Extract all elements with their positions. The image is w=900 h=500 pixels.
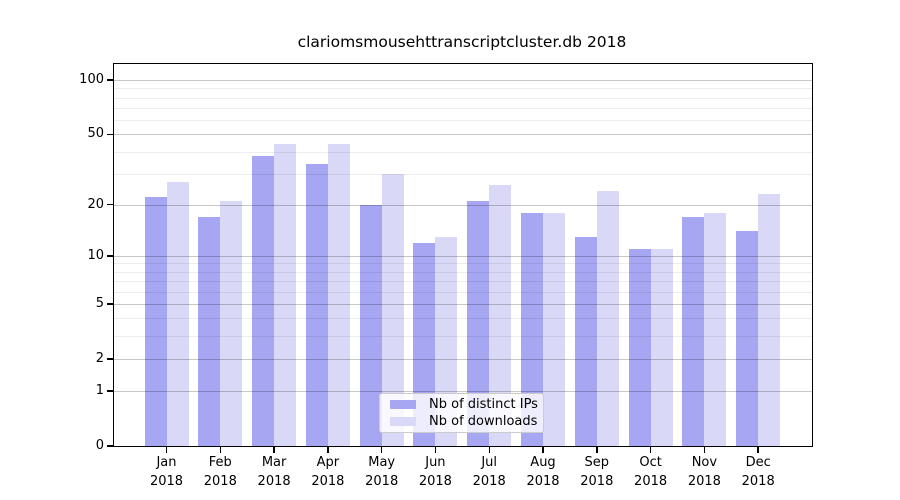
bar-feb-downloads [220,200,243,446]
y-tick-label-10: 10 [87,247,104,263]
x-tick-oct [649,446,652,453]
x-tick-label-aug: Aug 2018 [526,455,560,489]
legend: Nb of distinct IPs Nb of downloads [379,393,544,433]
legend-label-distinct-ips: Nb of distinct IPs [429,397,538,413]
x-tick-nov [703,446,706,453]
minor-gridline-6 [114,291,812,293]
minor-gridline-7 [114,281,812,283]
major-gridline-2 [114,358,812,360]
x-tick-label-apr: Apr 2018 [311,455,345,489]
bar-mar-distinct-ips [252,155,275,446]
y-tick-0 [107,445,114,447]
x-tick-label-jul: Jul 2018 [472,455,506,489]
bar-may-distinct-ips [359,204,382,446]
y-tick-5 [107,303,114,305]
x-tick-feb [219,446,221,453]
bar-oct-distinct-ips [628,248,651,446]
plot-area: Jan 2018 Feb 2018 Mar 2018 Apr 2018 May 2018 Jun 20… [79,63,813,489]
major-gridline-10 [114,255,812,257]
major-gridline-50 [114,134,812,136]
x-tick-dec [757,446,759,453]
bar-jan-downloads [166,181,189,446]
bar-oct-downloads [650,248,673,446]
major-gridline-1 [114,391,812,392]
bar-nov-downloads [704,212,727,446]
major-gridline-20 [114,204,812,206]
x-tick-label-oct: Oct 2018 [634,455,668,489]
y-tick-10 [107,255,114,257]
major-gridline-5 [114,303,812,305]
x-tick-label-nov: Nov 2018 [687,455,721,489]
bar-mar-downloads [274,144,297,446]
minor-gridline-80 [114,97,812,99]
x-tick-jan [165,446,168,453]
bar-sep-downloads [596,190,619,446]
bar-aug-downloads [543,212,565,446]
y-tick-2 [107,358,114,360]
bar-sep-distinct-ips [574,236,597,446]
bar-aug-distinct-ips [521,212,543,446]
legend-swatch-downloads [390,416,416,426]
y-tick-50 [107,133,114,135]
minor-gridline-60 [114,120,812,121]
y-tick-label-50: 50 [87,126,104,142]
y-tick-label-2: 2 [95,350,104,366]
bar-apr-downloads [327,144,350,446]
bar-apr-distinct-ips [305,164,328,446]
minor-gridline-30 [114,173,812,175]
y-tick-label-100: 100 [79,72,104,87]
x-tick-label-feb: Feb 2018 [203,455,237,489]
x-tick-label-sep: Sep 2018 [580,455,614,489]
legend-label-downloads: Nb of downloads [429,413,538,429]
bar-nov-distinct-ips [682,216,705,446]
x-tick-label-jun: Jun 2018 [418,455,452,489]
bar-feb-distinct-ips [198,216,221,446]
minor-gridline-9 [114,263,812,265]
y-tick-1 [107,390,114,392]
x-tick-mar [273,446,275,453]
bar-jan-distinct-ips [144,197,167,446]
legend-item-distinct-ips: Nb of distinct IPs [390,397,538,412]
x-tick-may [380,446,383,453]
bar-dec-distinct-ips [736,231,759,446]
bar-jul-downloads [489,184,512,446]
x-tick-label-mar: Mar 2018 [257,455,291,489]
x-tick-label-jan: Jan 2018 [149,455,184,489]
x-tick-sep [596,446,598,453]
minor-gridline-90 [114,88,812,90]
minor-gridline-8 [114,271,812,273]
legend-item-downloads: Nb of downloads [390,414,537,429]
x-tick-jul [488,446,490,453]
x-tick-label-dec: Dec 2018 [741,455,775,489]
minor-gridline-4 [114,318,812,320]
chart-title: clariomsmousehttranscriptcluster.db 2018 [297,33,627,51]
bar-dec-downloads [758,194,781,446]
x-tick-aug [542,446,544,453]
minor-gridline-40 [114,151,812,153]
minor-gridline-3 [114,336,812,338]
bar-jul-distinct-ips [467,200,490,446]
x-tick-jun [434,446,437,453]
x-tick-label-may: May 2018 [365,455,399,489]
y-tick-label-5: 5 [95,295,104,311]
legend-swatch-distinct-ips [390,400,416,410]
y-tick-100 [107,79,114,81]
y-tick-label-20: 20 [87,196,104,212]
y-tick-label-0: 0 [95,438,104,453]
y-tick-label-1: 1 [95,383,104,398]
y-tick-20 [107,203,114,206]
minor-gridline-70 [114,108,812,109]
bar-may-downloads [381,173,404,446]
x-tick-apr [327,446,329,453]
major-gridline-100 [114,80,812,81]
